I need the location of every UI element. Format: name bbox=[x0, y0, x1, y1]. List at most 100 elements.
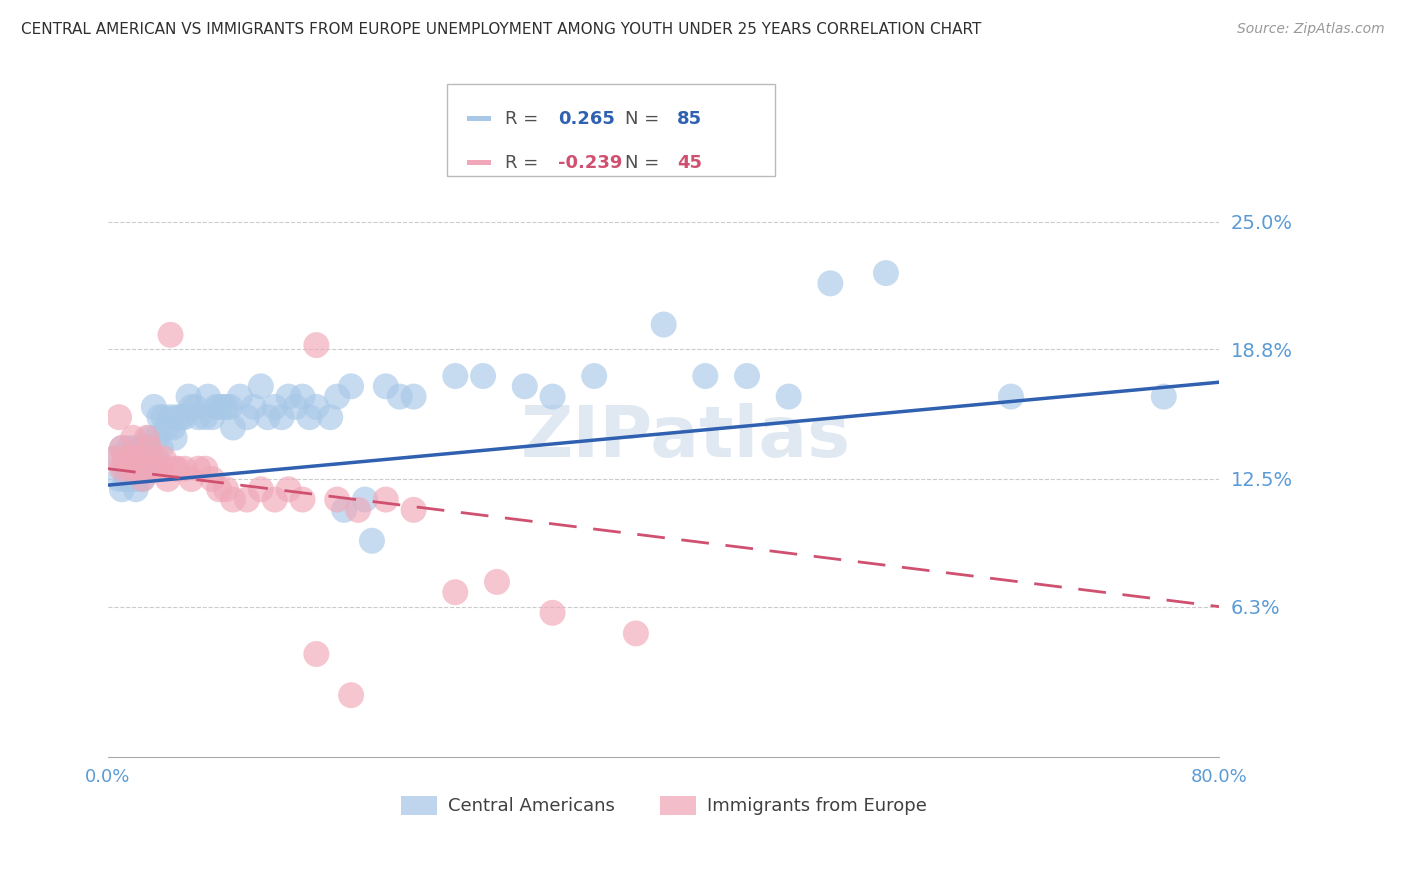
Point bbox=[735, 369, 758, 384]
Point bbox=[128, 451, 150, 466]
Point bbox=[347, 503, 370, 517]
Point bbox=[249, 483, 271, 497]
Text: CENTRAL AMERICAN VS IMMIGRANTS FROM EUROPE UNEMPLOYMENT AMONG YOUTH UNDER 25 YEA: CENTRAL AMERICAN VS IMMIGRANTS FROM EURO… bbox=[21, 22, 981, 37]
Point bbox=[263, 400, 285, 414]
Point bbox=[243, 400, 266, 414]
Point bbox=[205, 400, 228, 414]
Point bbox=[388, 390, 411, 404]
Point bbox=[222, 420, 245, 434]
Point bbox=[132, 451, 155, 466]
Point bbox=[128, 461, 150, 475]
Point bbox=[236, 410, 259, 425]
Point bbox=[820, 277, 842, 291]
Point bbox=[236, 492, 259, 507]
FancyBboxPatch shape bbox=[467, 161, 492, 165]
Point bbox=[402, 390, 425, 404]
Point bbox=[135, 461, 157, 475]
Text: ZIPatlas: ZIPatlas bbox=[520, 403, 851, 472]
Point bbox=[583, 369, 606, 384]
Point bbox=[122, 472, 145, 486]
Text: Source: ZipAtlas.com: Source: ZipAtlas.com bbox=[1237, 22, 1385, 37]
Point bbox=[277, 390, 299, 404]
Point bbox=[159, 410, 181, 425]
Point bbox=[118, 441, 141, 455]
Point bbox=[180, 400, 202, 414]
Point bbox=[132, 472, 155, 486]
Point bbox=[197, 390, 219, 404]
Point bbox=[118, 461, 141, 475]
Point bbox=[141, 461, 163, 475]
Point bbox=[249, 379, 271, 393]
Point bbox=[513, 379, 536, 393]
Point bbox=[333, 503, 356, 517]
Point bbox=[374, 379, 396, 393]
Point bbox=[219, 400, 242, 414]
Point bbox=[361, 533, 384, 548]
Point bbox=[778, 390, 800, 404]
Point bbox=[134, 441, 156, 455]
Point bbox=[173, 461, 195, 475]
Point bbox=[170, 410, 193, 425]
Point bbox=[114, 461, 136, 475]
FancyBboxPatch shape bbox=[447, 84, 775, 176]
Point bbox=[208, 400, 231, 414]
Point bbox=[121, 451, 143, 466]
Point bbox=[305, 338, 328, 352]
Point bbox=[340, 688, 363, 702]
Point bbox=[187, 461, 209, 475]
Point bbox=[118, 472, 141, 486]
Point bbox=[256, 410, 278, 425]
Point bbox=[132, 461, 155, 475]
Point bbox=[163, 431, 186, 445]
Point bbox=[138, 451, 160, 466]
Point bbox=[125, 441, 148, 455]
Point bbox=[163, 461, 186, 475]
Point bbox=[1000, 390, 1022, 404]
Point bbox=[141, 451, 163, 466]
Text: R =: R = bbox=[505, 153, 544, 171]
Point bbox=[114, 451, 136, 466]
Point bbox=[194, 410, 217, 425]
Point bbox=[166, 410, 188, 425]
Point bbox=[148, 410, 170, 425]
Point bbox=[444, 585, 467, 599]
Point bbox=[125, 461, 148, 475]
Point bbox=[108, 472, 131, 486]
Point bbox=[229, 390, 252, 404]
Point bbox=[222, 492, 245, 507]
Point bbox=[122, 431, 145, 445]
Point bbox=[695, 369, 717, 384]
Point bbox=[125, 461, 148, 475]
Point bbox=[187, 410, 209, 425]
Point bbox=[263, 492, 285, 507]
Point bbox=[156, 472, 179, 486]
Point bbox=[875, 266, 897, 280]
Point bbox=[1153, 390, 1175, 404]
Point bbox=[135, 431, 157, 445]
Text: 45: 45 bbox=[678, 153, 702, 171]
Point bbox=[326, 390, 349, 404]
Point bbox=[108, 410, 131, 425]
Point bbox=[180, 472, 202, 486]
Point bbox=[111, 441, 134, 455]
Point bbox=[125, 451, 148, 466]
Text: R =: R = bbox=[505, 110, 544, 128]
Point bbox=[624, 626, 647, 640]
Text: -0.239: -0.239 bbox=[558, 153, 623, 171]
Point bbox=[152, 451, 174, 466]
Point bbox=[111, 461, 134, 475]
Point bbox=[149, 441, 172, 455]
Point bbox=[122, 461, 145, 475]
Point bbox=[142, 400, 165, 414]
Point bbox=[155, 420, 177, 434]
Point bbox=[159, 327, 181, 342]
Text: N =: N = bbox=[624, 110, 665, 128]
Point bbox=[291, 390, 314, 404]
Point bbox=[138, 441, 160, 455]
FancyBboxPatch shape bbox=[467, 116, 492, 121]
Point bbox=[402, 503, 425, 517]
Point bbox=[291, 492, 314, 507]
Point bbox=[173, 410, 195, 425]
Point bbox=[177, 390, 200, 404]
Point bbox=[104, 451, 127, 466]
